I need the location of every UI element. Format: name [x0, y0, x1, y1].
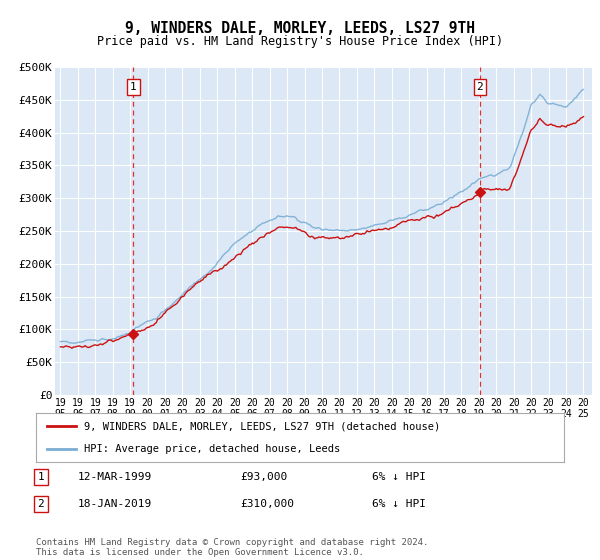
Text: 1: 1 — [130, 82, 137, 92]
Text: £310,000: £310,000 — [240, 499, 294, 509]
Text: 2: 2 — [476, 82, 483, 92]
Text: 12-MAR-1999: 12-MAR-1999 — [78, 472, 152, 482]
Text: £93,000: £93,000 — [240, 472, 287, 482]
Text: 18-JAN-2019: 18-JAN-2019 — [78, 499, 152, 509]
Text: 9, WINDERS DALE, MORLEY, LEEDS, LS27 9TH (detached house): 9, WINDERS DALE, MORLEY, LEEDS, LS27 9TH… — [83, 421, 440, 431]
Text: 6% ↓ HPI: 6% ↓ HPI — [372, 472, 426, 482]
Text: Price paid vs. HM Land Registry's House Price Index (HPI): Price paid vs. HM Land Registry's House … — [97, 35, 503, 48]
Text: HPI: Average price, detached house, Leeds: HPI: Average price, detached house, Leed… — [83, 444, 340, 454]
Text: 6% ↓ HPI: 6% ↓ HPI — [372, 499, 426, 509]
Text: 9, WINDERS DALE, MORLEY, LEEDS, LS27 9TH: 9, WINDERS DALE, MORLEY, LEEDS, LS27 9TH — [125, 21, 475, 36]
Text: Contains HM Land Registry data © Crown copyright and database right 2024.
This d: Contains HM Land Registry data © Crown c… — [36, 538, 428, 557]
Text: 2: 2 — [37, 499, 44, 509]
Text: 1: 1 — [37, 472, 44, 482]
